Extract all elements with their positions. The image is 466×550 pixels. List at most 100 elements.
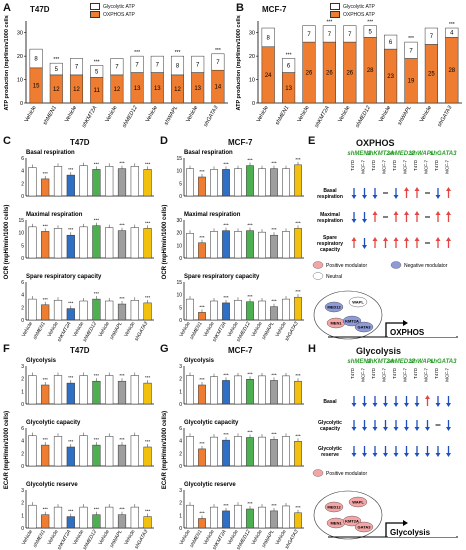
sig-star: ***: [175, 50, 181, 56]
sig-star: ***: [68, 375, 74, 380]
bar: [246, 508, 254, 529]
bar: [28, 375, 37, 405]
arrow-down-head: [383, 427, 388, 431]
x-tick-label: shMEN1: [32, 529, 47, 549]
atp-legend-b: Glycolytic ATP OXPHOS ATP: [330, 3, 375, 18]
cell-header: T47D: [371, 367, 376, 379]
x-tick-label: Vehicle: [46, 529, 59, 546]
legend-neutral-label: Neutral: [326, 274, 342, 280]
bar: [41, 514, 50, 529]
x-tick-label: Vehicle: [24, 105, 38, 123]
bar: [66, 308, 75, 321]
x-tick-label: shWAPL: [109, 529, 124, 549]
x-tick-label: Vehicle: [72, 321, 85, 338]
y-tick-label: 15: [176, 156, 182, 162]
bar: [210, 506, 218, 529]
value-label-glyco: 4: [450, 31, 454, 37]
arrow-down-head: [362, 453, 367, 457]
sig-star: ***: [94, 437, 100, 442]
value-label-glyco: 5: [55, 67, 59, 73]
value-label-glyco: 7: [348, 32, 352, 38]
x-tick-label: Vehicle: [72, 529, 85, 546]
bar: [117, 444, 127, 467]
protein-wapl: [348, 496, 368, 508]
bar: [105, 227, 114, 259]
bar: [41, 384, 50, 405]
cell-header: T47D: [350, 367, 355, 379]
bar: [79, 375, 88, 405]
arrow-down-head: [393, 195, 399, 199]
atp-legend: Glycolytic ATP OXPHOS ATP: [90, 3, 135, 18]
y-tick-label: 0: [179, 464, 182, 470]
value-label-glyco: 7: [328, 32, 332, 38]
x-tick-label: Vehicle: [337, 105, 351, 123]
y-tick-label: 6: [21, 156, 24, 162]
bar: [117, 514, 127, 529]
arrow-up-head: [446, 187, 451, 191]
cell-header: MCF-7: [424, 160, 429, 174]
cell-header: T47D: [413, 367, 418, 379]
x-tick-label: shMED12: [122, 105, 139, 129]
gene-header: shMEN1: [347, 151, 371, 157]
subplot-title: Glycolytic capacity: [184, 420, 239, 426]
gene-box: [388, 327, 456, 337]
panel-title-e: OXPHOS: [356, 138, 395, 148]
value-label-glyco: 8: [34, 56, 38, 62]
row-label: respiration: [317, 218, 343, 224]
x-tick-label: Vehicle: [123, 529, 136, 546]
sig-star: ***: [295, 373, 301, 378]
bar-glyco: [424, 27, 438, 45]
arrow-up-head: [414, 211, 420, 215]
value-label-glyco: 6: [389, 40, 393, 46]
y-tick-label: 0: [21, 318, 24, 324]
bar-glyco: [322, 25, 336, 43]
bar: [282, 436, 290, 467]
protein-wapl: [348, 296, 368, 308]
subplot-title: Glycolysis: [184, 358, 215, 364]
sig-star: ***: [223, 503, 229, 508]
arrow-down-head: [393, 427, 399, 431]
bar: [92, 298, 101, 321]
y-tick-label: 0: [179, 526, 182, 532]
bar: [66, 516, 75, 529]
bar: [28, 298, 37, 321]
y-axis-label: ECAR (mpH/min/1000 cells): [162, 411, 168, 489]
legend-pos-label: Positive modulator: [326, 263, 367, 269]
arrow-up-head: [414, 187, 420, 191]
sig-star: ***: [271, 227, 277, 232]
value-label-oxphos: 28: [448, 68, 455, 74]
arrow-down-head: [404, 427, 409, 431]
bar: [41, 178, 50, 197]
x-tick-label: Vehicle: [64, 105, 78, 123]
bar: [246, 437, 254, 467]
bar: [222, 302, 230, 321]
bar-glyco: [404, 41, 418, 59]
y-tick-label: 10: [176, 293, 182, 299]
row-label: Basal: [323, 399, 337, 405]
bar: [198, 242, 206, 259]
bar: [294, 164, 302, 197]
bar: [282, 505, 290, 529]
value-label-oxphos: 12: [114, 87, 121, 93]
legend-neg-swatch: [390, 261, 402, 269]
x-tick-label: Vehicle: [98, 529, 111, 546]
bar: [117, 168, 127, 197]
y-tick-label: 5: [179, 181, 182, 187]
value-label-oxphos: 28: [367, 68, 374, 74]
sig-star: ***: [295, 220, 301, 225]
sig-star: ***: [199, 377, 205, 382]
y-tick-label: 10: [176, 243, 182, 249]
atp-chart-t47d: 0 10 20 30 ATP production (mpH/min/1000 cell…: [4, 15, 228, 129]
bar: [222, 169, 230, 197]
sig-star: ***: [119, 507, 125, 512]
bar: [92, 169, 101, 197]
sig-star: ***: [119, 437, 125, 442]
arrow-down-head: [383, 453, 388, 457]
arrow-down-head: [425, 453, 430, 457]
x-tick-label: shMEN1: [42, 105, 58, 126]
panel-title-b: MCF-7: [262, 5, 287, 14]
bar: [66, 382, 75, 405]
panel-title-h: Glycolysis: [356, 346, 402, 356]
arrow-up-head: [393, 237, 399, 241]
bar: [198, 312, 206, 321]
